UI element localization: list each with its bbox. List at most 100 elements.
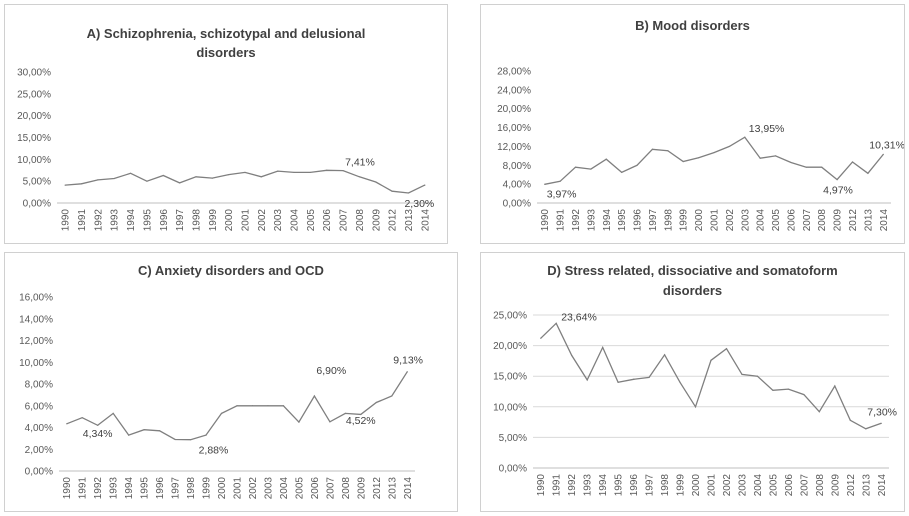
chart-b-data-point: [636, 164, 638, 166]
chart-b-ytick-label: 16,00%: [497, 123, 531, 134]
chart-d-ytick-label: 25,00%: [493, 311, 527, 322]
chart-a-ytick-label: 15,00%: [17, 133, 51, 144]
chart-d-data-point: [880, 422, 882, 424]
chart-d-xtick-label: 1998: [660, 474, 671, 497]
chart-a-data-point: [260, 176, 262, 178]
chart-a-xtick-label: 2013: [404, 209, 415, 232]
chart-d-ytick-label: 10,00%: [493, 402, 527, 413]
chart-d-xtick-label: 2012: [846, 474, 857, 497]
chart-a-data-point: [195, 176, 197, 178]
chart-c-ytick-label: 6,00%: [25, 401, 53, 412]
chart-d-xtick-label: 1996: [629, 474, 640, 497]
chart-a-xtick-label: 1995: [142, 209, 153, 232]
chart-b-data-point: [605, 158, 607, 160]
chart-a-xtick-label: 2009: [371, 209, 382, 232]
chart-a-svg: A) Schizophrenia, schizotypal and delusi…: [17, 26, 434, 232]
chart-a-data-point: [162, 174, 164, 177]
chart-panel-d: D) Stress related, dissociative and soma…: [480, 252, 905, 512]
chart-c-data-point: [236, 405, 238, 407]
chart-d-xtick-label: 2004: [753, 474, 764, 497]
chart-c-data-point: [298, 421, 300, 423]
chart-b-xtick-label: 2000: [694, 209, 705, 232]
chart-a-data-label: 2,30%: [404, 198, 434, 210]
chart-d-data-point: [725, 348, 728, 350]
chart-c-ytick-label: 14,00%: [19, 314, 53, 325]
chart-b-ytick-label: 24,00%: [497, 85, 531, 96]
chart-a-xtick-label: 2004: [290, 209, 301, 232]
chart-b-xtick-label: 1996: [633, 209, 644, 232]
chart-b-data-point: [667, 150, 669, 152]
chart-b-data-point: [867, 172, 869, 174]
chart-d-data-point: [787, 388, 789, 390]
chart-d-xtick-label: 2006: [784, 474, 795, 497]
chart-d-data-point: [617, 381, 619, 383]
chart-a-ytick-label: 25,00%: [17, 89, 51, 100]
chart-a-xtick-label: 1996: [159, 209, 170, 232]
chart-b-data-point: [805, 166, 807, 168]
chart-c-ytick-label: 0,00%: [25, 467, 53, 478]
chart-d-ytick-label: 20,00%: [493, 341, 527, 352]
chart-b-data-point: [790, 161, 792, 164]
chart-d-xtick-label: 2002: [722, 474, 733, 497]
chart-c-xtick-label: 2000: [217, 477, 228, 500]
chart-b-data-point: [590, 168, 592, 170]
chart-c-xtick-label: 1992: [93, 477, 104, 500]
chart-b-xtick-label: 1993: [586, 209, 597, 232]
chart-b-ytick-label: 8,00%: [503, 161, 531, 172]
chart-b-xtick-label: 1999: [679, 209, 690, 232]
chart-a-data-point: [228, 174, 230, 176]
chart-d-title-line-1: D) Stress related, dissociative and soma…: [547, 263, 837, 278]
chart-a-ytick-label: 10,00%: [17, 155, 51, 166]
chart-d-xtick-label: 2009: [830, 474, 841, 497]
chart-b-xtick-label: 2012: [848, 209, 859, 232]
chart-b-ytick-label: 4,00%: [503, 180, 531, 191]
chart-c-ytick-label: 16,00%: [19, 293, 53, 304]
chart-d-data-point: [679, 381, 681, 383]
chart-a-xtick-label: 2005: [306, 209, 317, 232]
chart-c-xtick-label: 2001: [233, 477, 244, 500]
chart-c-xtick-label: 1999: [202, 477, 213, 500]
chart-d-svg: D) Stress related, dissociative and soma…: [493, 263, 897, 497]
chart-a-title-line-2: disorders: [196, 45, 255, 60]
chart-d-data-label: 7,30%: [867, 406, 897, 418]
chart-a-data-point: [424, 184, 426, 186]
chart-c-data-point: [360, 413, 362, 416]
chart-a-xtick-label: 2014: [420, 209, 431, 232]
chart-a-xtick-label: 2006: [322, 209, 333, 232]
chart-c-data-label: 4,34%: [83, 428, 113, 440]
chart-c-data-point: [406, 371, 408, 373]
chart-a-data-point: [113, 177, 115, 180]
chart-a-data-point: [358, 176, 361, 178]
chart-d-data-point: [772, 389, 774, 391]
chart-c-xtick-label: 2014: [403, 477, 414, 500]
chart-c-data-point: [329, 421, 331, 423]
chart-d-data-point: [648, 376, 650, 379]
chart-c-ytick-label: 10,00%: [19, 358, 53, 369]
chart-a-xtick-label: 2002: [257, 209, 268, 232]
chart-c-xtick-label: 1991: [78, 477, 89, 500]
chart-d-data-point: [803, 393, 805, 396]
chart-b-xtick-label: 2013: [863, 209, 874, 232]
chart-c-ytick-label: 2,00%: [25, 445, 53, 456]
chart-c-xtick-label: 1993: [109, 477, 120, 500]
chart-a-data-point: [407, 192, 410, 194]
chart-b-data-point: [574, 166, 577, 168]
chart-c-ytick-label: 4,00%: [25, 423, 53, 434]
chart-c-xtick-label: 2003: [263, 477, 274, 500]
chart-d-data-point: [710, 359, 712, 361]
chart-d-xtick-label: 2008: [815, 474, 826, 497]
chart-c-data-label: 9,13%: [393, 355, 423, 367]
chart-a-title-line-1: A) Schizophrenia, schizotypal and delusi…: [87, 26, 366, 41]
chart-b-svg: B) Mood disorders 0,00% 4,00% 8,00% 12,00% 16…: [497, 18, 904, 232]
chart-a-xtick-label: 1990: [61, 209, 72, 232]
chart-c-data-point: [205, 434, 207, 436]
chart-a-data-point: [146, 180, 148, 182]
chart-panel-b: B) Mood disorders 0,00% 4,00% 8,00% 12,00% 16…: [480, 4, 905, 244]
chart-c-data-point: [189, 439, 192, 441]
chart-d-xtick-label: 2001: [707, 474, 718, 497]
chart-b-data-point: [682, 160, 684, 163]
chart-d-data-point: [633, 378, 635, 380]
chart-b-xtick-label: 2007: [802, 209, 813, 232]
chart-b-data-point: [713, 151, 715, 154]
chart-c-data-point: [66, 423, 68, 425]
